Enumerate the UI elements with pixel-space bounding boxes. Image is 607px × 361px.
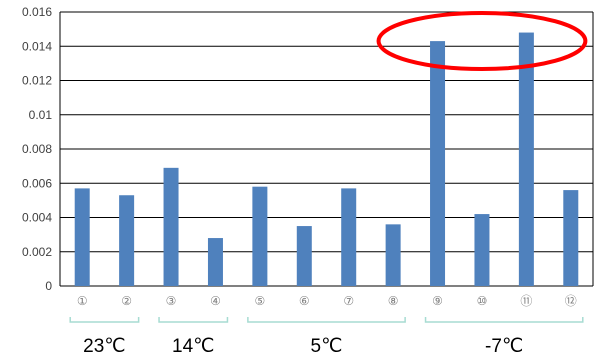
bar (474, 214, 490, 286)
x-category-label: ⑦ (343, 294, 354, 308)
x-category-label: ⑤ (254, 294, 265, 308)
group-bracket (158, 317, 229, 323)
y-tick-label: 0.008 (22, 142, 52, 156)
gridlines (59, 11, 594, 287)
bar (341, 188, 357, 286)
x-category-label: ③ (166, 294, 177, 308)
group-bracket (69, 317, 140, 323)
highlight-annotation (376, 11, 588, 71)
x-category-label: ⑧ (388, 294, 399, 308)
x-category-label: ② (121, 294, 132, 308)
bar (518, 32, 534, 286)
bar (385, 224, 401, 286)
group-bracket (424, 317, 584, 323)
bar (74, 188, 90, 286)
x-category-label: ① (77, 294, 88, 308)
x-category-label: ⑥ (299, 294, 310, 308)
bar (119, 195, 135, 286)
bar (563, 190, 579, 286)
y-tick-label: 0.016 (22, 5, 52, 19)
y-axis: 0 0.002 0.004 0.006 0.008 0.01 0.012 0.014 0.016 (22, 5, 52, 293)
x-axis: ① ② ③ ④ ⑤ ⑥ ⑦ ⑧ ⑨ ⑩ ⑪ ⑫ (77, 294, 577, 308)
group-bracket (247, 317, 406, 323)
bar (207, 238, 223, 286)
group-label: -7℃ (485, 336, 523, 357)
x-category-label: ⑫ (565, 294, 577, 308)
group-label: 14℃ (172, 336, 214, 357)
y-tick-label: 0.006 (22, 176, 52, 190)
bar (296, 226, 312, 286)
x-category-label: ⑩ (477, 294, 488, 308)
y-tick-label: 0.004 (22, 211, 52, 225)
y-tick-label: 0.002 (22, 245, 52, 259)
temperature-groups: 23℃ 14℃ 5℃ -7℃ (69, 317, 584, 357)
x-category-label: ⑨ (432, 294, 443, 308)
highlight-ellipse (376, 11, 588, 71)
bar (430, 41, 446, 286)
group-label: 23℃ (83, 336, 125, 357)
y-tick-label: 0.012 (22, 74, 52, 88)
x-category-label: ⑪ (520, 294, 532, 308)
y-tick-label: 0.01 (29, 108, 53, 122)
y-tick-label: 0.014 (22, 39, 52, 53)
bar-series (74, 32, 579, 286)
bar (252, 186, 268, 286)
bar (163, 167, 179, 286)
group-label: 5℃ (311, 336, 343, 357)
x-category-label: ④ (210, 294, 221, 308)
y-tick-label: 0 (45, 279, 52, 293)
